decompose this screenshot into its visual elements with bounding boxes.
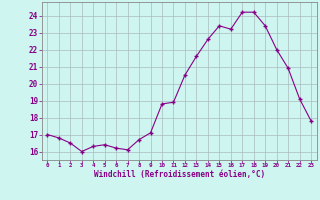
X-axis label: Windchill (Refroidissement éolien,°C): Windchill (Refroidissement éolien,°C) xyxy=(94,170,265,179)
